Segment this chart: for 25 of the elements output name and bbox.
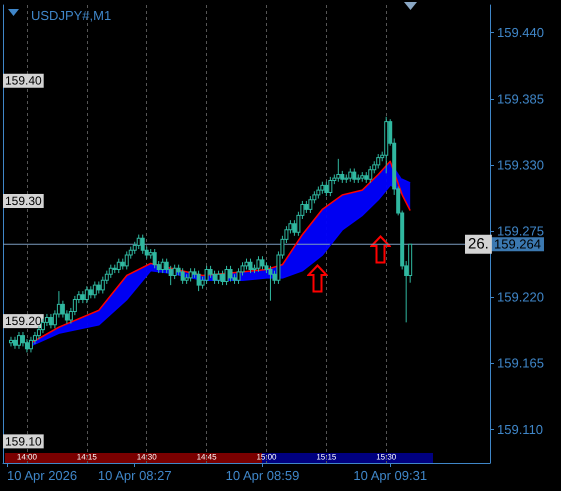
x-tick-label: 10 Apr 08:59 (226, 468, 300, 483)
y-tick-label: 159.330 (497, 157, 544, 172)
x2-tick-label: 14:45 (196, 452, 218, 462)
ref-line-label: 159.264 (494, 236, 541, 252)
y-tick-label: 159.220 (497, 290, 544, 305)
x-tick-label: 10 Apr 2026 (6, 468, 78, 483)
y2-tick-label: 159.30 (5, 194, 42, 208)
y-tick-label: 159.385 (497, 91, 544, 106)
x2-tick-label: 14:30 (136, 452, 158, 462)
y2-tick-label: 159.20 (5, 314, 42, 328)
x-tick-label: 10 Apr 09:31 (353, 468, 428, 483)
x2-tick-label: 15:00 (256, 452, 278, 462)
x2-tick-label: 15:15 (316, 452, 337, 462)
x-tick-label: 10 Apr 08:27 (98, 468, 172, 483)
y2-tick-label: 159.40 (5, 74, 42, 88)
chart-title: USDJPY#,M1 (31, 8, 112, 23)
y-tick-label: 159.440 (497, 25, 544, 40)
x2-tick-label: 14:15 (76, 452, 98, 462)
x2-tick-label: 14:00 (16, 452, 38, 462)
y-tick-label: 159.165 (497, 356, 544, 371)
y2-tick-label: 159.10 (5, 434, 42, 448)
annotation: 26. (468, 236, 489, 253)
y-tick-label: 159.110 (497, 422, 544, 437)
x2-tick-label: 15:30 (376, 452, 397, 462)
y-tick-label: 159.275 (497, 223, 544, 238)
